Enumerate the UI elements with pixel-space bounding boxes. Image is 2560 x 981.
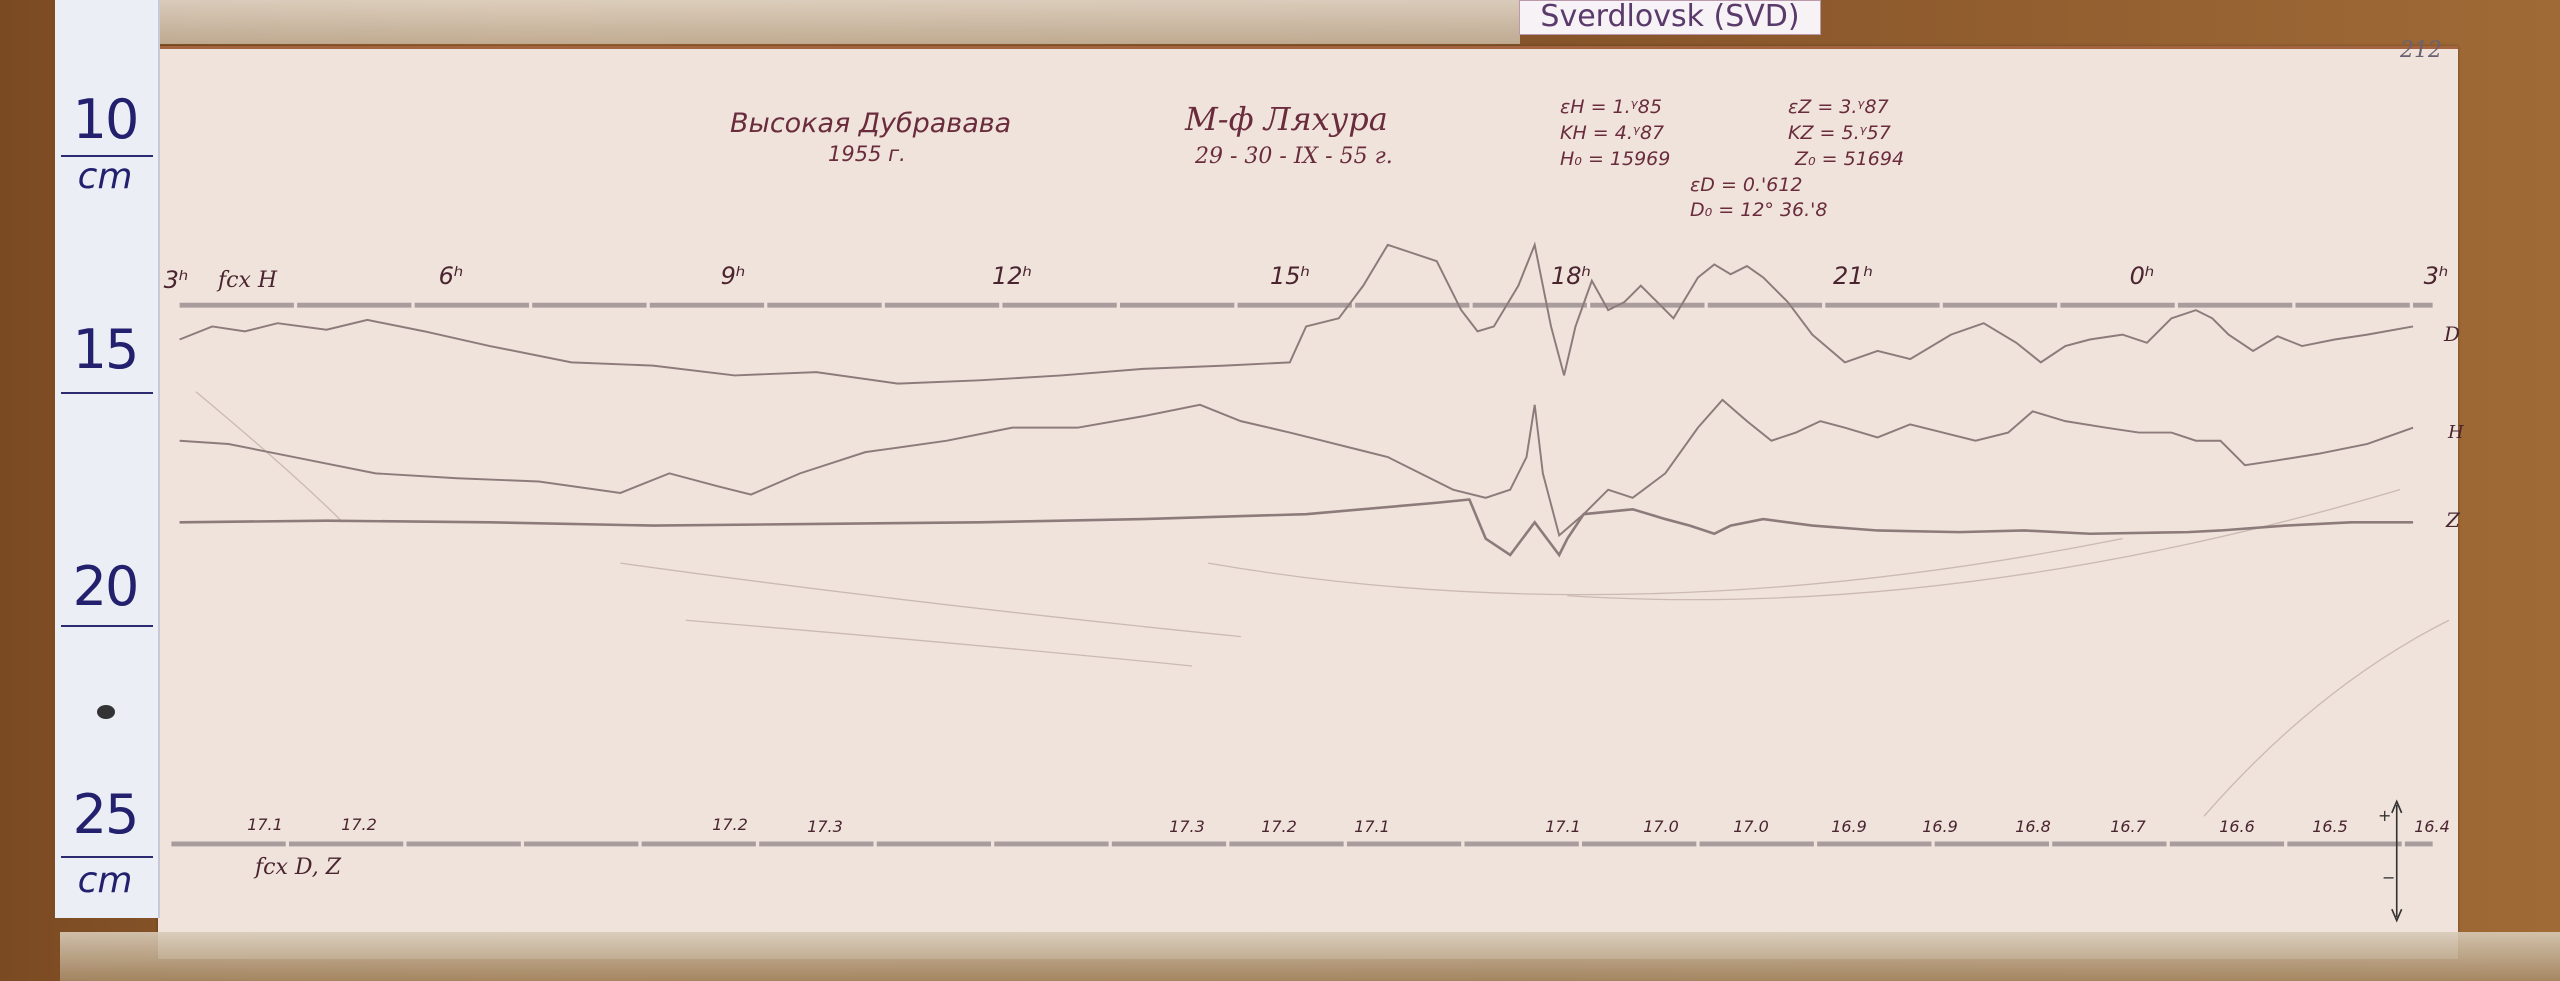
temperature-label: 16.8	[2015, 817, 2051, 836]
ruler-unit: cm	[77, 156, 133, 197]
background-smudges	[195, 391, 2450, 817]
temperature-label: 16.4	[2414, 817, 2450, 836]
cm-ruler: 10 cm 15 20 25 cm	[55, 0, 160, 918]
temperature-label: 17.1	[1354, 817, 1390, 836]
scale-minus: −	[2382, 868, 2396, 887]
hour-label: 15ʰ	[1269, 262, 1311, 290]
observatory-name: Высокая Дубравава	[730, 108, 1012, 139]
hour-label: 3ʰ	[163, 266, 189, 294]
trace-h-horizontal	[179, 398, 2414, 538]
instrument-name: М-ф Ляхура	[1185, 100, 1388, 138]
arrowheads-icon	[2391, 799, 2403, 923]
fix-h-label: fcx H	[218, 268, 278, 293]
constant-eps-h: εH = 1.ᵞ85	[1560, 96, 1662, 118]
constant-eps-z: εZ = 3.ᵞ87	[1788, 96, 1889, 118]
faint-arc	[1567, 489, 2401, 601]
hour-label: 21ʰ	[1832, 262, 1874, 290]
ruler-line	[61, 155, 153, 157]
temperature-label: 16.9	[1922, 817, 1958, 836]
record-dates: 29 - 30 - IX - 55 г.	[1195, 144, 1393, 169]
magnetogram-sheet	[158, 46, 2458, 959]
trace-z-vertical	[179, 498, 2414, 558]
temperature-label: 17.2	[341, 815, 377, 834]
ruler-label-25: 25	[72, 783, 140, 846]
faint-arc	[620, 562, 1241, 638]
ruler-label-15: 15	[72, 318, 140, 381]
hour-label: 6ʰ	[438, 262, 464, 290]
ruler-label-10: 10	[72, 88, 140, 151]
hour-label: 9ʰ	[720, 262, 746, 290]
ruler-label-20: 20	[72, 555, 140, 618]
faint-arc	[2203, 619, 2450, 817]
constant-k-h: KH = 4.ᵞ87	[1560, 122, 1665, 144]
ruler-line	[61, 856, 153, 858]
ruler-unit: cm	[77, 860, 133, 901]
year: 1955 г.	[828, 142, 906, 166]
temperature-label: 17.2	[712, 815, 748, 834]
station-label: Sverdlovsk (SVD)	[1519, 0, 1821, 35]
hour-label: 3ʰ	[2423, 262, 2449, 290]
scale-plus: +	[2378, 806, 2392, 825]
constant-z0: Z₀ = 51694	[1795, 148, 1905, 170]
temperature-label: 16.9	[1831, 817, 1867, 836]
faint-arc	[685, 619, 1192, 667]
temperature-label: 16.7	[2110, 817, 2146, 836]
hour-label: 18ʰ	[1550, 262, 1592, 290]
hour-label: 12ʰ	[991, 262, 1033, 290]
ruler-line	[61, 625, 153, 627]
acrylic-cover-top	[150, 0, 1520, 44]
temperature-label: 17.2	[1261, 817, 1297, 836]
faint-arc	[195, 391, 344, 523]
temperature-label: 16.6	[2219, 817, 2255, 836]
temperature-label: 17.3	[807, 817, 843, 836]
temperature-label: 17.1	[1545, 817, 1581, 836]
ruler-line	[61, 392, 153, 394]
acrylic-cover-bottom	[60, 932, 2560, 981]
trace-label-z: Z	[2446, 508, 2460, 532]
faint-arc	[1208, 538, 2123, 596]
temperature-label: 17.3	[1169, 817, 1205, 836]
trace-d-declination	[179, 241, 2414, 385]
constant-k-z: KZ = 5.ᵞ57	[1788, 122, 1891, 144]
constant-h0: H₀ = 15969	[1560, 148, 1671, 170]
trace-label-d: D	[2444, 322, 2461, 346]
trace-label-h: H	[2448, 422, 2464, 443]
constant-d0: D₀ = 12° 36.'8	[1690, 199, 1828, 221]
temperature-label: 16.5	[2312, 817, 2348, 836]
ruler-screw-icon	[97, 705, 115, 719]
hour-label: 0ʰ	[2129, 262, 2155, 290]
temperature-label: 17.1	[247, 815, 283, 834]
constant-eps-d: εD = 0.'612	[1690, 174, 1803, 196]
sheet-number: 212	[2400, 38, 2442, 63]
temperature-label: 17.0	[1733, 817, 1769, 836]
temperature-label: 17.0	[1643, 817, 1679, 836]
fix-dz-label: fcx D, Z	[255, 855, 341, 880]
